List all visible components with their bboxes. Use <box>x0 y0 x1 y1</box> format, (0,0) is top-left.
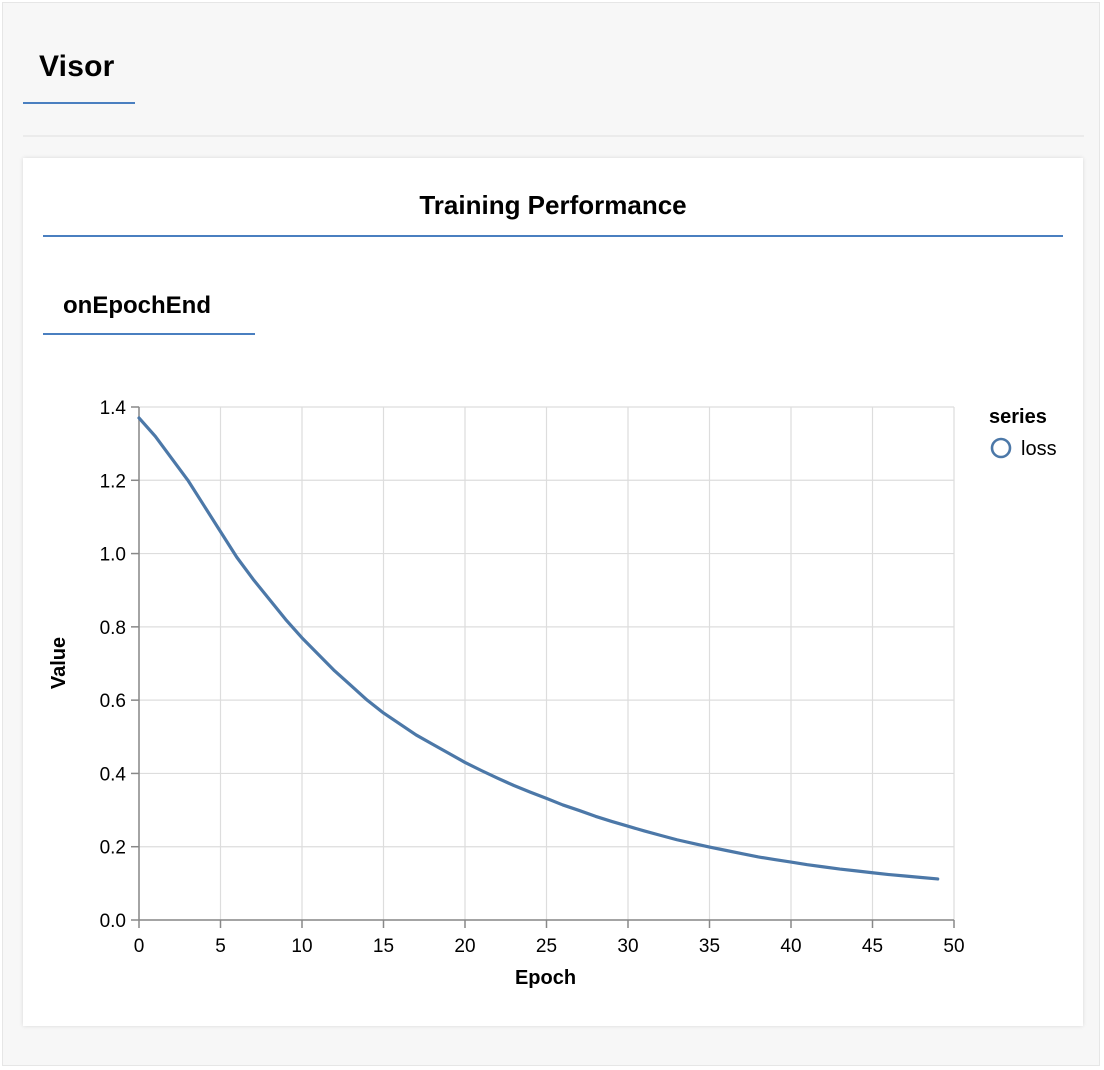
surface-underline <box>43 333 255 335</box>
legend-title: series <box>989 406 1047 428</box>
x-tick-label: 50 <box>943 936 964 957</box>
surface-tab[interactable]: onEpochEnd <box>43 286 255 336</box>
y-tick-label: 0.4 <box>100 764 127 785</box>
x-tick-label: 0 <box>134 936 145 957</box>
x-tick-label: 40 <box>780 936 801 957</box>
card-title: Training Performance <box>419 190 687 220</box>
x-tick-label: 20 <box>454 936 475 957</box>
surface-label: onEpochEnd <box>63 292 211 319</box>
visor-divider <box>23 135 1084 137</box>
legend-label-loss: loss <box>1021 438 1057 460</box>
chart-series <box>137 416 940 881</box>
tab-card: Training Performance onEpochEnd 0 5 10 15 20… <box>23 158 1083 1026</box>
chart-axes: 0 5 10 15 20 25 30 35 40 45 50 0.0 0.2 0.4 0.6 0.8 1.0 1.… <box>100 398 965 957</box>
visor-title: Visor <box>39 50 115 83</box>
x-tick-label: 35 <box>699 936 720 957</box>
x-tick-label: 45 <box>862 936 883 957</box>
y-tick-label: 1.4 <box>100 398 127 419</box>
y-tick-label: 0.0 <box>100 911 126 932</box>
y-tick-label: 0.6 <box>100 691 126 712</box>
y-tick-label: 1.0 <box>100 545 126 566</box>
series-line-loss <box>137 416 940 881</box>
visor-header: Visor <box>23 47 135 105</box>
x-tick-label: 10 <box>291 936 312 957</box>
y-tick-label: 0.8 <box>100 618 126 639</box>
x-tick-label: 25 <box>536 936 557 957</box>
x-tick-label: 5 <box>215 936 226 957</box>
y-tick-label: 1.2 <box>100 471 126 492</box>
legend-symbol-loss <box>990 437 1012 459</box>
visor-title-underline <box>23 102 135 104</box>
y-axis-title: Value <box>48 637 70 689</box>
x-tick-label: 30 <box>617 936 638 957</box>
y-tick-label: 0.2 <box>100 838 126 859</box>
chart-grid <box>138 406 955 921</box>
x-axis-title: Epoch <box>515 967 576 989</box>
line-chart: 0 5 10 15 20 25 30 35 40 45 50 0.0 0.2 0.4 0.6 0.8 1.0 1.… <box>48 398 1057 989</box>
card-title-underline <box>43 235 1063 237</box>
x-tick-label: 15 <box>373 936 394 957</box>
legend: series loss <box>989 406 1057 460</box>
